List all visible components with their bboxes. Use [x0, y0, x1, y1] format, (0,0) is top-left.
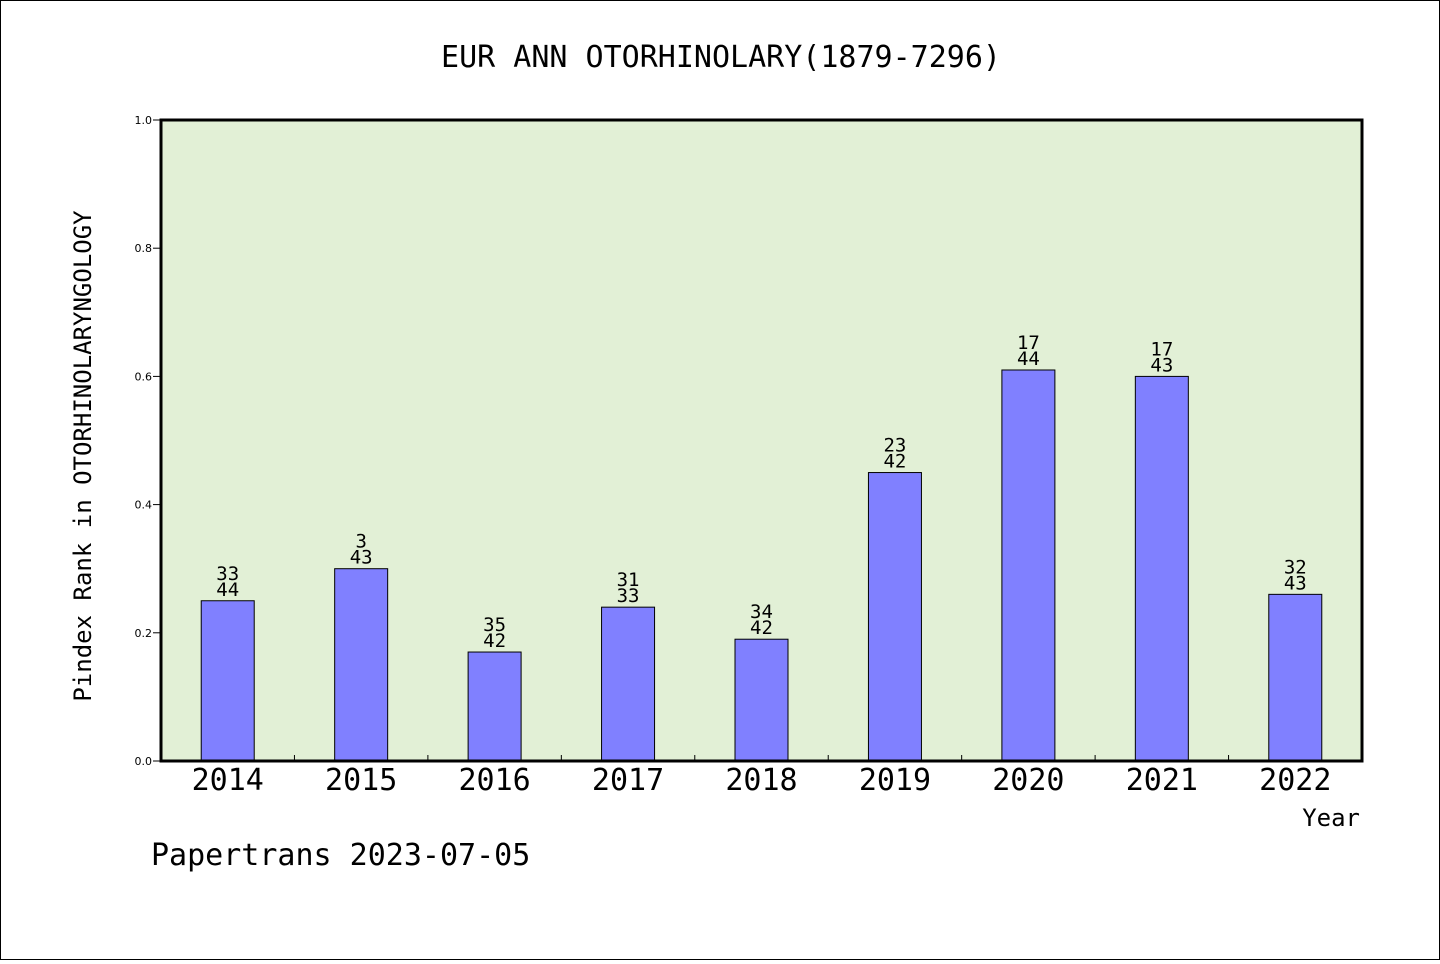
plot-border [159, 118, 1364, 763]
bar-total-label-2017: 33 [617, 585, 640, 607]
bar-total-label-2015: 43 [350, 547, 373, 569]
x-tick-label-2021: 2021 [1126, 763, 1198, 798]
y-tick-label: 0.6 [135, 370, 153, 383]
bar-total-label-2021: 43 [1150, 354, 1173, 376]
x-tick-label-2020: 2020 [992, 763, 1064, 798]
y-tick-label: 0.0 [135, 755, 153, 768]
x-tick-label-2019: 2019 [859, 763, 931, 798]
x-tick-label-2016: 2016 [458, 763, 530, 798]
x-tick-label-2022: 2022 [1259, 763, 1331, 798]
x-axis: 2014 2015 2016 2017 2018 2019 2020 2021 2022 [192, 755, 1331, 798]
bar-2014 [200, 600, 255, 762]
y-tick-label: 0.8 [135, 242, 153, 255]
bar-total-label-2019: 42 [883, 451, 906, 473]
bar-2017 [601, 606, 656, 762]
bar-rank-label-2018: 34 [750, 601, 773, 623]
bar-total-label-2014: 44 [216, 579, 239, 601]
bar-rank-label-2022: 32 [1284, 556, 1307, 578]
bar-rank-label-2017: 31 [617, 569, 640, 591]
chart-title: EUR ANN OTORHINOLARY(1879-7296) [441, 40, 1001, 75]
bar-total-label-2016: 42 [483, 630, 506, 652]
bar-rank-label-2019: 23 [883, 435, 906, 457]
x-axis-label: Year [1302, 804, 1360, 832]
bar-rank-label-2021: 17 [1150, 338, 1173, 360]
x-tick-label-2017: 2017 [592, 763, 664, 798]
y-axis: 0.0 0.2 0.4 0.6 0.8 1.0 [135, 114, 161, 768]
bar-total-label-2018: 42 [750, 617, 773, 639]
bar-2020 [1001, 369, 1056, 762]
bar-rank-label-2015: 3 [355, 531, 366, 553]
bar-2019 [867, 472, 922, 762]
bar-2018 [734, 638, 789, 762]
bar-2015 [334, 568, 389, 762]
bar-total-label-2022: 43 [1284, 572, 1307, 594]
bar-2016 [467, 651, 522, 762]
bar-rank-label-2014: 33 [216, 563, 239, 585]
bar-total-label-2020: 44 [1017, 348, 1040, 370]
y-tick-label: 1.0 [135, 114, 153, 127]
bar-2021 [1134, 375, 1189, 762]
x-tick-label-2015: 2015 [325, 763, 397, 798]
x-tick-label-2018: 2018 [725, 763, 797, 798]
footer-credit: Papertrans 2023-07-05 [151, 838, 530, 873]
x-tick-label-2014: 2014 [192, 763, 264, 798]
y-axis-label: Pindex Rank in OTORHINOLARYNGOLOGY [69, 210, 97, 702]
y-tick-label: 0.4 [135, 499, 153, 512]
bar-rank-label-2016: 35 [483, 614, 506, 636]
y-tick-label: 0.2 [135, 627, 153, 640]
bar-2022 [1268, 593, 1323, 762]
bar-rank-label-2020: 17 [1017, 332, 1040, 354]
